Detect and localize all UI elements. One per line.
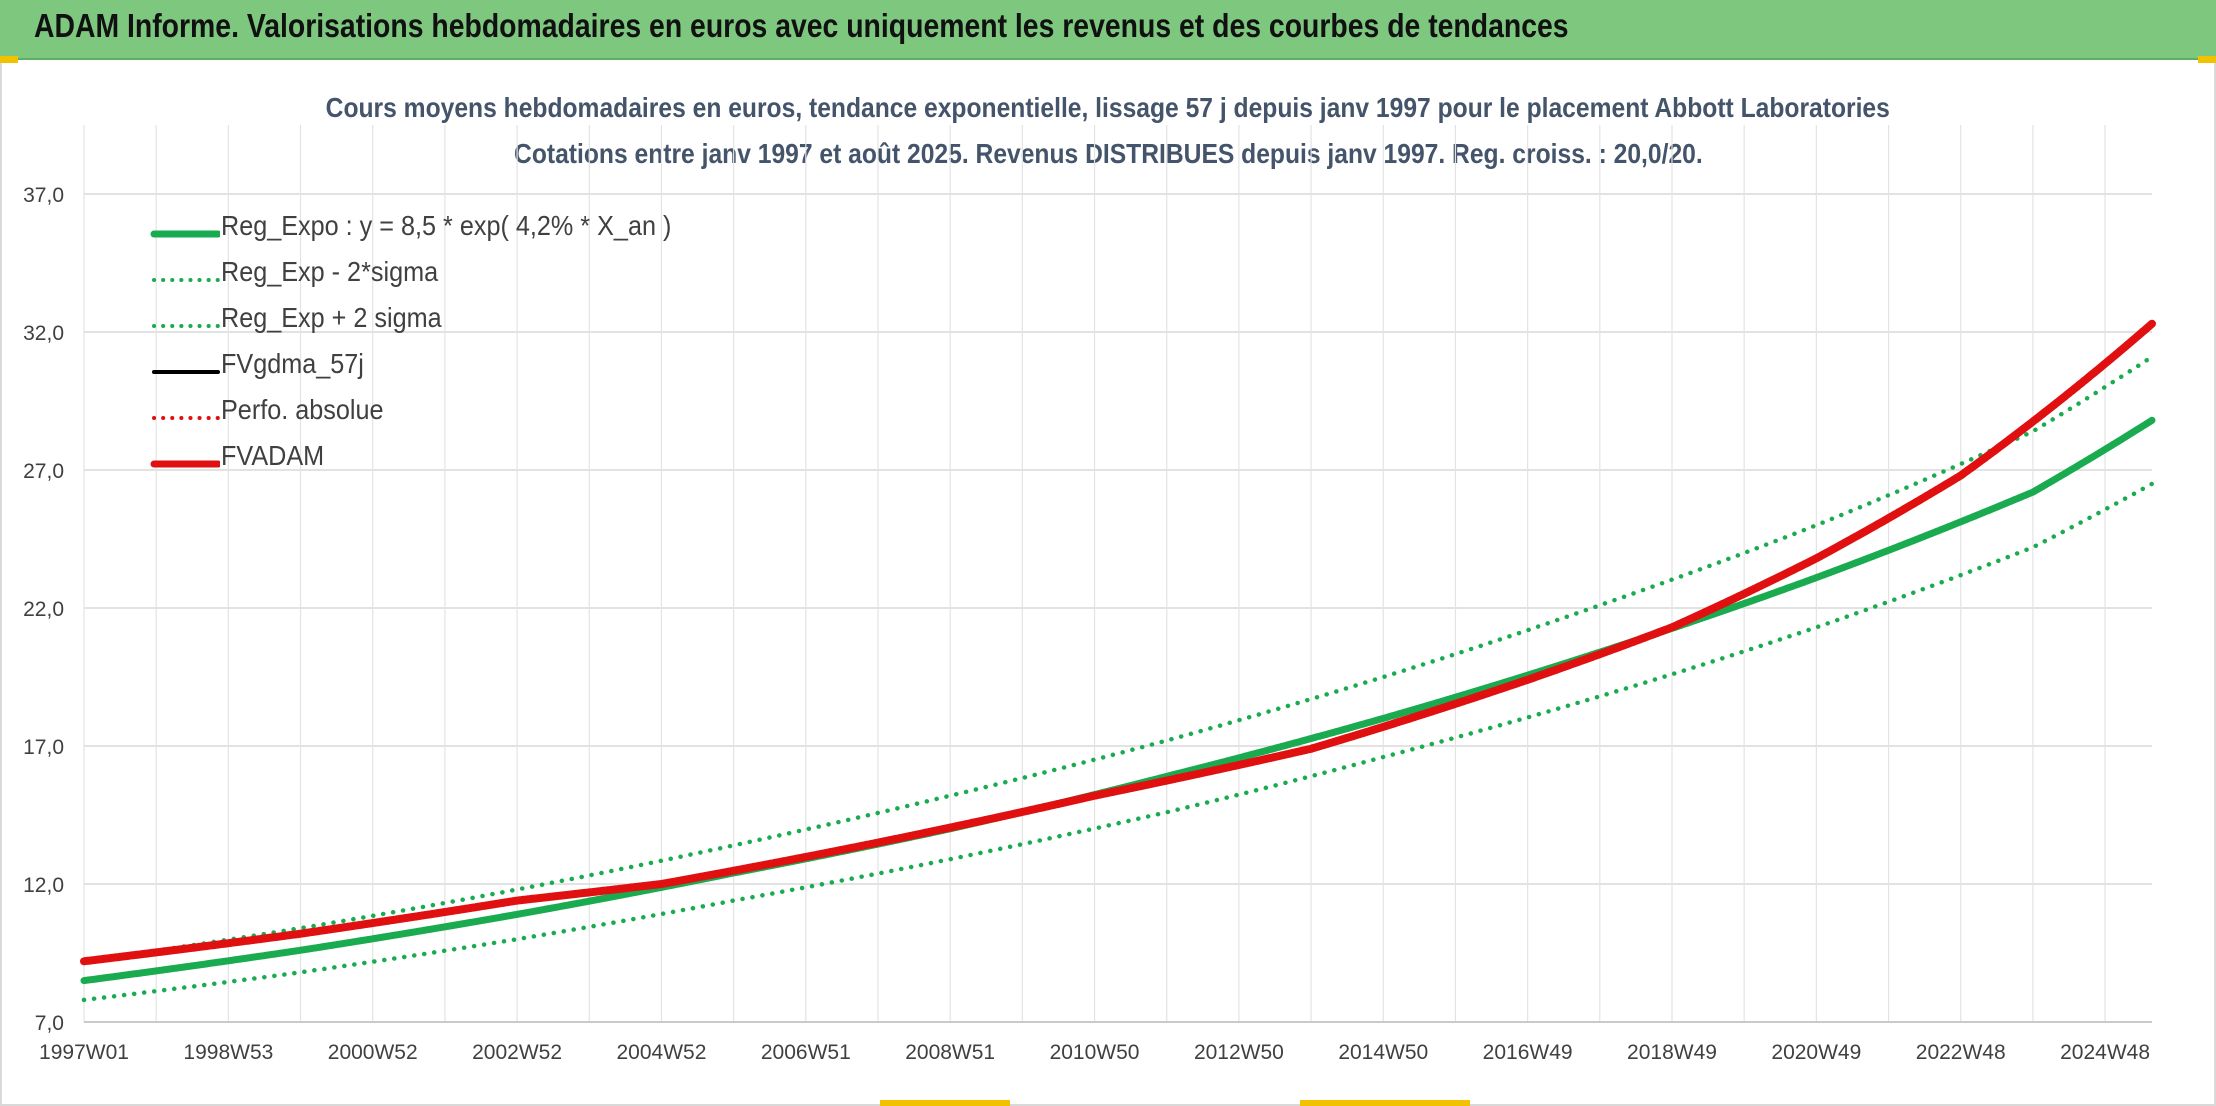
legend-entry: Reg_Exp + 2 sigma bbox=[150, 302, 710, 348]
x-tick-label: 2014W50 bbox=[1338, 1041, 1428, 1064]
series-line-reg-exp-2-sigma bbox=[81, 481, 2155, 1003]
x-tick-label: 2012W50 bbox=[1194, 1041, 1284, 1064]
y-tick-label: 17,0 bbox=[23, 736, 64, 759]
chart-legend: Reg_Expo : y = 8,5 * exp( 4,2% * X_an ) R… bbox=[150, 210, 710, 486]
legend-label: FVgdma_57j bbox=[221, 348, 364, 379]
corner-mark-right bbox=[2198, 56, 2216, 63]
y-tick-label: 7,0 bbox=[35, 1012, 64, 1035]
legend-swatch bbox=[152, 278, 220, 282]
chart-series bbox=[80, 319, 2156, 1003]
x-tick-label: 1998W53 bbox=[183, 1041, 273, 1064]
legend-entry: Perfo. absolue bbox=[150, 394, 710, 440]
y-tick-label: 32,0 bbox=[23, 322, 64, 345]
legend-swatch bbox=[152, 416, 220, 420]
x-tick-label: 2010W50 bbox=[1050, 1041, 1140, 1064]
x-tick-label: 2018W49 bbox=[1627, 1041, 1717, 1064]
y-tick-label: 22,0 bbox=[23, 598, 64, 621]
legend-label: Perfo. absolue bbox=[221, 394, 384, 425]
report-title: ADAM Informe. Valorisations hebdomadaire… bbox=[34, 7, 1569, 44]
legend-entry: FVgdma_57j bbox=[150, 348, 710, 394]
report-banner: ADAM Informe. Valorisations hebdomadaire… bbox=[0, 0, 2216, 60]
x-tick-label: 2004W52 bbox=[616, 1041, 706, 1064]
x-tick-label: 2000W52 bbox=[328, 1041, 418, 1064]
legend-label: Reg_Expo : y = 8,5 * exp( 4,2% * X_an ) bbox=[221, 210, 672, 241]
x-tick-label: 2020W49 bbox=[1771, 1041, 1861, 1064]
y-tick-label: 27,0 bbox=[23, 460, 64, 483]
legend-swatch bbox=[152, 370, 220, 374]
legend-label: Reg_Exp - 2*sigma bbox=[221, 256, 439, 287]
legend-swatch bbox=[150, 230, 220, 238]
y-tick-label: 12,0 bbox=[23, 874, 64, 897]
x-tick-label: 2002W52 bbox=[472, 1041, 562, 1064]
legend-swatch bbox=[152, 324, 220, 328]
legend-swatch bbox=[150, 460, 220, 468]
x-tick-label: 2006W51 bbox=[761, 1041, 851, 1064]
x-tick-label: 2022W48 bbox=[1916, 1041, 2006, 1064]
chart-subtitle: Cotations entre janv 1997 et août 2025. … bbox=[513, 138, 1703, 169]
x-tick-label: 2024W48 bbox=[2060, 1041, 2150, 1064]
legend-label: FVADAM bbox=[221, 440, 325, 471]
series-line-reg-expo-y-8-5-exp-4-2-x-an bbox=[80, 416, 2156, 985]
legend-entry: FVADAM bbox=[150, 440, 710, 486]
x-tick-label: 2008W51 bbox=[905, 1041, 995, 1064]
chart-ticks: 7,0 12,0 17,0 22,0 27,0 32,0 37,0 1997W01 1998W5… bbox=[23, 184, 2150, 1064]
bottom-tab-marker bbox=[880, 1100, 1010, 1106]
legend-entry: Reg_Expo : y = 8,5 * exp( 4,2% * X_an ) bbox=[150, 210, 710, 256]
y-tick-label: 37,0 bbox=[23, 184, 64, 207]
chart-title: Cours moyens hebdomadaires en euros, ten… bbox=[325, 92, 1891, 123]
legend-label: Reg_Exp + 2 sigma bbox=[221, 302, 442, 333]
series-line-fvadam bbox=[80, 319, 2156, 966]
x-tick-label: 2016W49 bbox=[1483, 1041, 1573, 1064]
legend-entry: Reg_Exp - 2*sigma bbox=[150, 256, 710, 302]
bottom-tab-marker bbox=[1300, 1100, 1470, 1106]
corner-mark-left bbox=[0, 56, 18, 63]
chart-grid bbox=[83, 125, 2152, 1023]
x-tick-label: 1997W01 bbox=[39, 1041, 129, 1064]
